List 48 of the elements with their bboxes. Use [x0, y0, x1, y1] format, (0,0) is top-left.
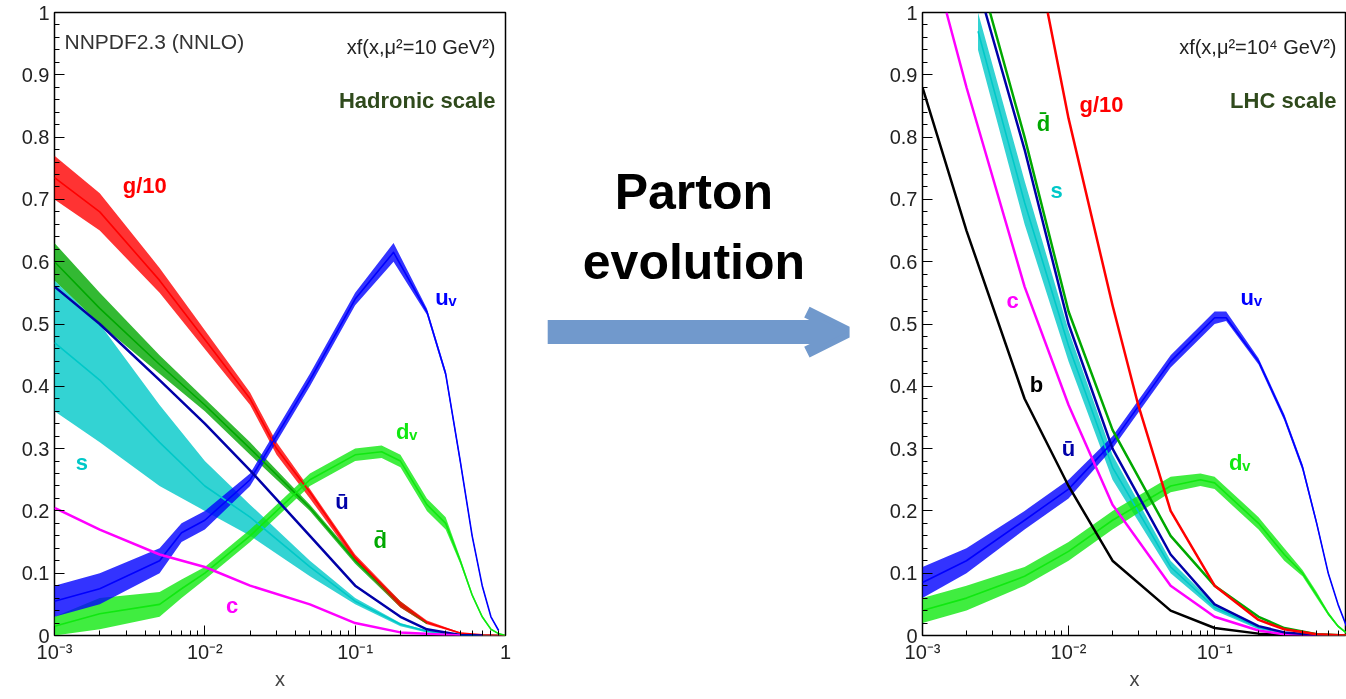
y-tick-label: 0.5: [889, 313, 918, 335]
annotation: xf(x,μ²=10⁴ GeV²): [1179, 35, 1337, 58]
annotation: LHC scale: [1230, 87, 1337, 113]
y-tick-label: 0.4: [889, 375, 918, 398]
y-tick-label: 0.3: [889, 437, 918, 460]
y-tick-label: 0.1: [889, 562, 918, 585]
y-tick-label: 0.5: [21, 313, 50, 335]
annotation: s: [1050, 177, 1063, 203]
x-tick-label: 10⁻¹: [1196, 640, 1233, 663]
annotation: uᵥ: [1240, 285, 1263, 311]
text: NNPDF2.3 (NNLO): [64, 29, 245, 53]
y-tick-label: 0.6: [21, 250, 50, 273]
annotation: Hadronic scale: [338, 87, 496, 113]
annotation: b: [1029, 372, 1044, 398]
x-tick-label: 10⁻²: [1050, 640, 1087, 663]
y-tick-label: 0.2: [21, 499, 50, 522]
annotation: c: [1006, 288, 1019, 314]
x-axis-title: x: [1129, 667, 1140, 690]
x-tick-label: 10⁻²: [186, 640, 224, 663]
y-tick-label: 0.6: [889, 250, 918, 273]
annotation: g/10: [122, 173, 167, 199]
x-axis-title: x: [275, 667, 285, 690]
y-tick-label: 0.9: [21, 63, 50, 86]
y-tick-label: 0.3: [21, 437, 50, 460]
y-tick-label: 1: [38, 1, 50, 24]
x-tick-label: 1: [499, 640, 512, 663]
y-tick-label: 0.8: [21, 126, 50, 149]
annotation: dᵥ: [395, 419, 419, 445]
y-tick-label: 0.7: [21, 188, 50, 211]
text: Parton evolution: [582, 164, 806, 291]
y-tick-label: 0.8: [889, 126, 918, 149]
annotation: c: [225, 593, 239, 619]
y-tick-label: 0.1: [21, 562, 50, 585]
annotation: g/10: [1079, 91, 1124, 117]
annotation: uᵥ: [435, 285, 458, 311]
annotation: d̄: [1036, 110, 1051, 136]
annotation: dᵥ: [1228, 450, 1252, 476]
y-tick-label: 0.9: [889, 63, 918, 86]
y-tick-label: 0.4: [21, 375, 50, 398]
annotation: d̄: [373, 528, 387, 554]
y-tick-label: 0.2: [889, 499, 918, 522]
x-tick-label: 10⁻¹: [337, 640, 374, 663]
annotation: xf(x,μ²=10 GeV²): [346, 35, 496, 58]
annotation: ū: [1061, 436, 1076, 462]
y-tick-label: 1: [906, 1, 918, 24]
annotation: ū: [335, 489, 349, 515]
y-tick-label: 0.7: [889, 188, 918, 211]
annotation: s: [75, 449, 88, 475]
